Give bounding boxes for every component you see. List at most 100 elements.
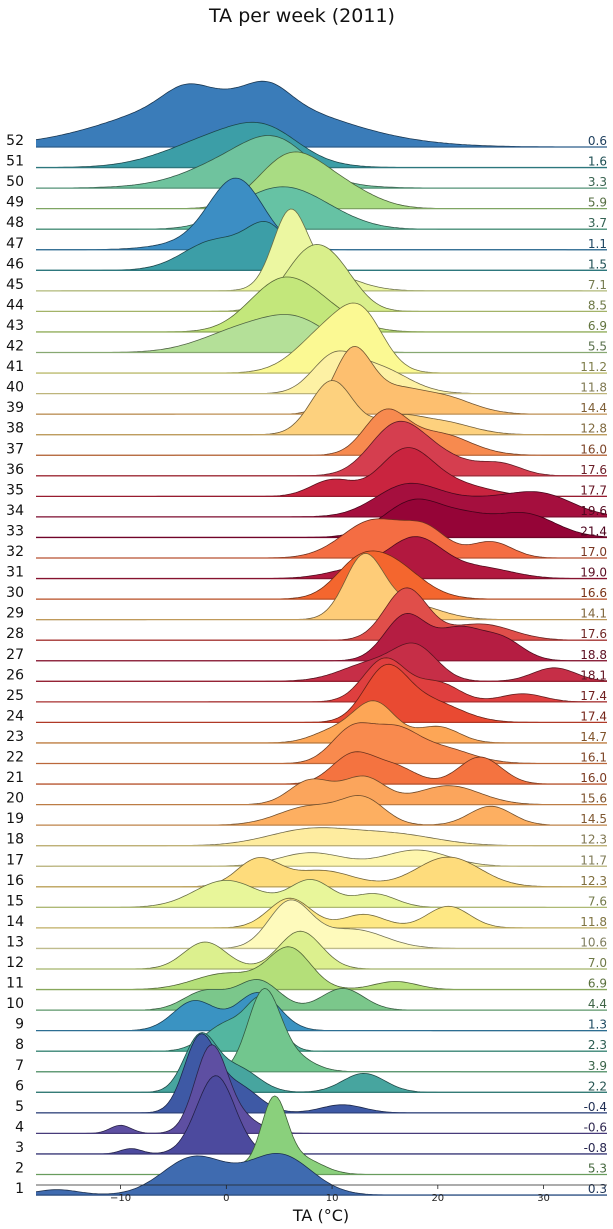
ridge-week-31: 31 19.0 bbox=[6, 536, 607, 581]
ridge-area bbox=[36, 992, 607, 1031]
week-label: 16 bbox=[6, 873, 24, 889]
mean-label: 3.7 bbox=[588, 216, 607, 230]
week-label: 11 bbox=[6, 976, 24, 992]
mean-label: 14.5 bbox=[580, 812, 607, 826]
ridge-outline bbox=[36, 663, 607, 723]
ridge-week-40: 40 11.8 bbox=[6, 350, 607, 396]
week-label: 12 bbox=[6, 955, 24, 971]
mean-label: 8.5 bbox=[588, 298, 607, 312]
ridge-area bbox=[36, 795, 607, 826]
ridge-area bbox=[36, 483, 607, 517]
ridge-area bbox=[36, 1044, 607, 1134]
ridge-outline bbox=[36, 1033, 607, 1114]
week-label: 14 bbox=[6, 914, 24, 930]
ridge-week-24: 24 17.4 bbox=[6, 663, 607, 724]
ridge-week-16: 16 12.3 bbox=[6, 856, 607, 889]
week-label: 32 bbox=[6, 544, 24, 560]
ridge-week-52: 52 0.6 bbox=[6, 80, 607, 149]
week-label: 27 bbox=[6, 647, 24, 663]
ridge-area bbox=[36, 421, 607, 476]
week-label: 38 bbox=[6, 421, 24, 437]
ridge-area bbox=[36, 1075, 607, 1154]
mean-label: 16.1 bbox=[580, 751, 607, 765]
week-label: 47 bbox=[6, 236, 24, 252]
week-label: 37 bbox=[6, 441, 24, 457]
ridge-week-43: 43 6.9 bbox=[6, 276, 607, 334]
ridge-week-7: 7 3.9 bbox=[15, 987, 607, 1074]
week-label: 18 bbox=[6, 832, 24, 848]
ridge-outline bbox=[36, 1032, 607, 1093]
mean-label: 3.9 bbox=[588, 1059, 607, 1073]
ridge-area bbox=[36, 643, 607, 682]
ridge-area bbox=[36, 722, 607, 764]
mean-label: 11.7 bbox=[580, 853, 607, 867]
x-tick-label: −10 bbox=[110, 1193, 131, 1204]
mean-label: 14.4 bbox=[580, 401, 607, 415]
ridge-area bbox=[36, 899, 607, 949]
mean-label: -0.4 bbox=[584, 1100, 607, 1114]
ridge-week-33: 33 21.4 bbox=[6, 498, 608, 539]
ridge-area bbox=[36, 898, 607, 928]
ridge-week-37: 37 16.0 bbox=[6, 408, 607, 457]
mean-label: 11.8 bbox=[580, 915, 607, 929]
ridge-week-27: 27 18.8 bbox=[6, 612, 607, 663]
week-label: 34 bbox=[6, 503, 24, 519]
ridge-area bbox=[36, 879, 607, 908]
ridge-area bbox=[36, 1032, 607, 1093]
week-label: 42 bbox=[6, 339, 24, 355]
ridge-week-4: 4 -0.6 bbox=[15, 1044, 607, 1135]
mean-label: 0.3 bbox=[588, 1182, 607, 1196]
mean-label: 2.3 bbox=[588, 1038, 607, 1052]
mean-label: 18.8 bbox=[580, 648, 607, 662]
ridge-area bbox=[36, 408, 607, 456]
ridge-week-36: 36 17.6 bbox=[6, 420, 607, 478]
ridge-area bbox=[36, 931, 607, 969]
week-label: 22 bbox=[6, 750, 24, 766]
mean-label: 3.3 bbox=[588, 175, 607, 189]
mean-label: 5.9 bbox=[588, 196, 607, 210]
week-label: 10 bbox=[6, 996, 24, 1012]
ridge-area bbox=[36, 303, 607, 374]
mean-label: 16.0 bbox=[580, 771, 607, 785]
week-label: 23 bbox=[6, 729, 24, 745]
mean-label: 17.4 bbox=[580, 709, 607, 723]
week-label: 13 bbox=[6, 934, 24, 950]
week-label: 25 bbox=[6, 688, 24, 704]
ridge-week-19: 19 14.5 bbox=[6, 795, 607, 827]
ridge-area bbox=[36, 244, 607, 312]
week-label: 48 bbox=[6, 215, 24, 231]
mean-label: 19.6 bbox=[580, 504, 607, 518]
week-label: 24 bbox=[6, 708, 24, 724]
ridge-week-2: 2 5.3 bbox=[15, 1095, 607, 1177]
week-label: 21 bbox=[6, 770, 24, 786]
ridge-week-32: 32 17.0 bbox=[6, 518, 607, 560]
ridge-week-30: 30 16.6 bbox=[6, 550, 607, 601]
ridge-area bbox=[36, 664, 607, 723]
mean-label: 11.8 bbox=[580, 381, 607, 395]
week-label: 51 bbox=[6, 154, 24, 170]
week-label: 43 bbox=[6, 318, 24, 334]
mean-label: 5.5 bbox=[588, 340, 607, 354]
week-label: 40 bbox=[6, 380, 24, 396]
week-label: 36 bbox=[6, 462, 24, 478]
ridge-week-23: 23 14.7 bbox=[6, 700, 607, 745]
mean-label: 14.1 bbox=[580, 607, 607, 621]
week-label: 50 bbox=[6, 174, 24, 190]
ridges: 52 0.651 1.650 3.349 5.948 3.747 1.146 1.545 7.1… bbox=[6, 80, 608, 1197]
week-label: 7 bbox=[15, 1058, 24, 1074]
mean-label: 17.6 bbox=[580, 463, 607, 477]
ridge-area bbox=[36, 186, 607, 230]
mean-label: 7.1 bbox=[588, 278, 607, 292]
chart-title: TA per week (2011) bbox=[208, 5, 395, 27]
ridge-week-8: 8 2.3 bbox=[15, 995, 607, 1053]
mean-label: -0.8 bbox=[584, 1141, 607, 1155]
week-label: 5 bbox=[15, 1099, 24, 1115]
week-label: 28 bbox=[6, 626, 24, 642]
week-label: 49 bbox=[6, 195, 24, 211]
mean-label: 17.4 bbox=[580, 689, 607, 703]
mean-label: 17.0 bbox=[580, 545, 607, 559]
week-label: 4 bbox=[15, 1119, 24, 1135]
ridge-week-29: 29 14.1 bbox=[6, 552, 607, 622]
ridge-week-12: 12 7.0 bbox=[6, 930, 607, 971]
